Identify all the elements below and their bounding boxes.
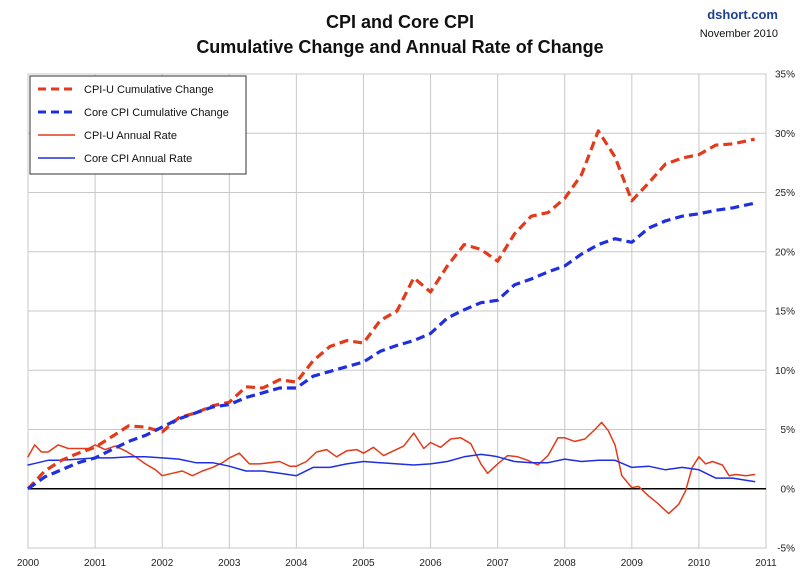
legend-label-cpi-cumulative: CPI-U Cumulative Change [84,84,214,96]
chart-title-line2: Cumulative Change and Annual Rate of Cha… [196,37,603,57]
series [26,129,756,515]
x-tick-label: 2005 [352,558,375,569]
y-tick-label: -5% [777,544,795,555]
x-tick-label: 2004 [285,558,308,569]
y-tick-label: 5% [781,425,796,436]
y-tick-label: 10% [775,366,795,377]
series-line-cpi-u-annual-rate [27,421,756,515]
legend: CPI-U Cumulative Change Core CPI Cumulat… [29,75,247,175]
x-tick-label: 2008 [554,558,577,569]
x-tick-label: 2000 [17,558,40,569]
y-tick-label: 25% [775,188,795,199]
x-tick-label: 2003 [218,558,241,569]
series-line-cpi-u-cumulative-change [26,129,755,490]
x-tick-label: 2010 [688,558,711,569]
axes: 35% 30% 25% 20% 15% 10% 5% 0% -5% 2000 2001 2002 200… [17,70,795,570]
source-label: dshort.com [707,7,778,22]
x-tick-label: 2011 [755,558,777,569]
x-tick-label: 2006 [419,558,442,569]
x-tick-label: 2001 [84,558,107,569]
series-line-core-cpi-annual-rate [27,453,756,483]
legend-label-core-cumulative: Core CPI Cumulative Change [84,107,229,119]
series-line-core-cpi-cumulative-change [27,201,755,491]
chart-title-line1: CPI and Core CPI [326,12,474,32]
legend-label-cpi-annual: CPI-U Annual Rate [84,130,177,142]
y-tick-label: 20% [775,247,795,258]
legend-label-core-annual: Core CPI Annual Rate [84,153,192,165]
y-tick-label: 0% [781,484,796,495]
y-tick-label: 30% [775,129,795,140]
x-tick-label: 2007 [487,558,510,569]
y-tick-label: 35% [775,70,795,81]
x-tick-label: 2002 [151,558,174,569]
y-tick-label: 15% [775,307,795,318]
x-tick-label: 2009 [621,558,644,569]
date-label: November 2010 [700,28,778,40]
